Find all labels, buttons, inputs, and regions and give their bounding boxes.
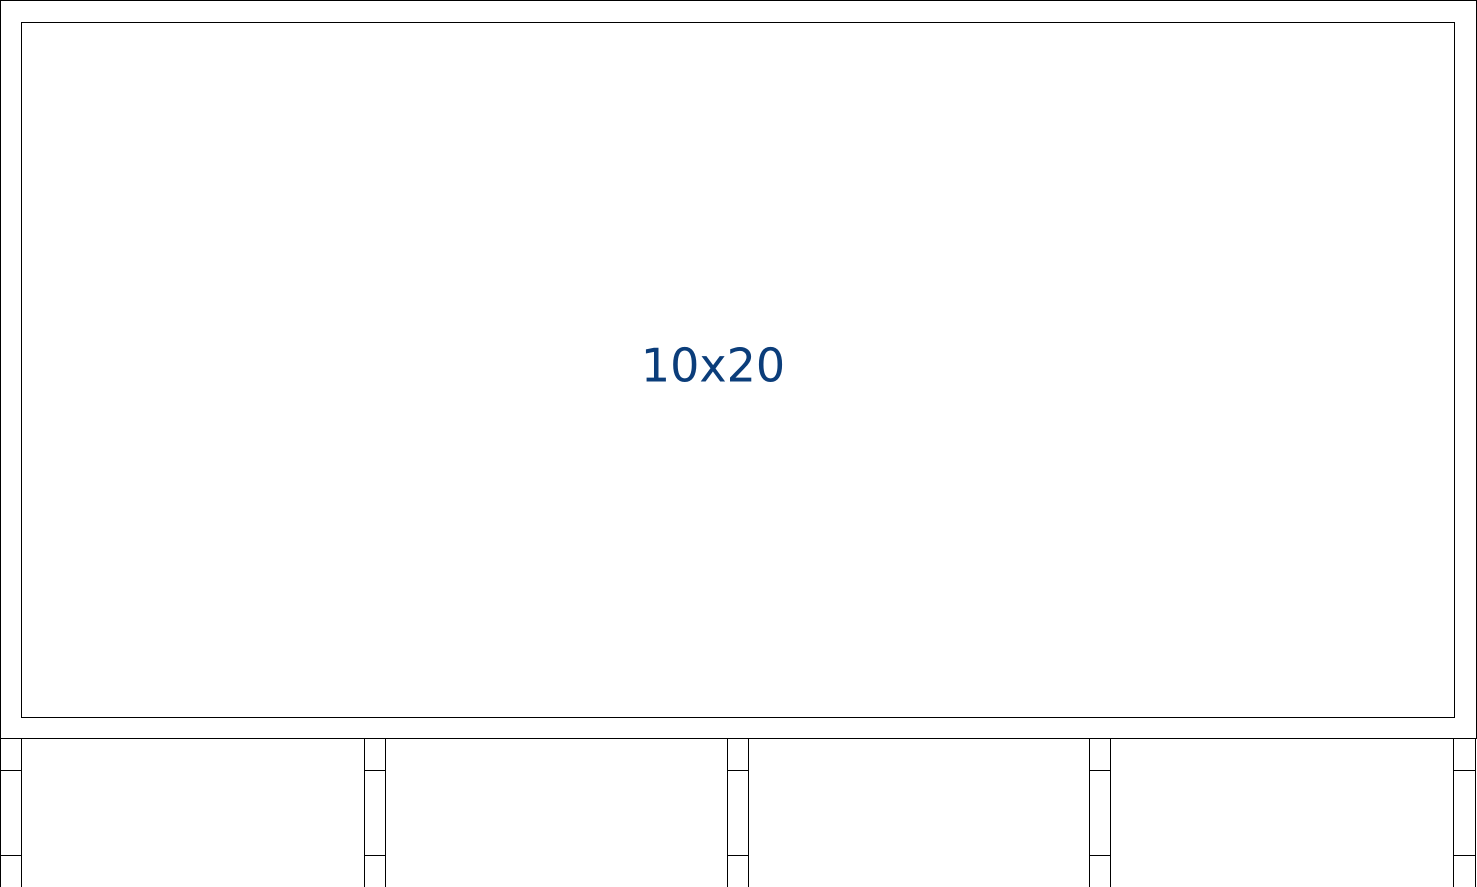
leg-middle-segment bbox=[1089, 770, 1111, 856]
panel-size-label: 10x20 bbox=[641, 339, 785, 393]
leg-top-segment bbox=[364, 738, 386, 771]
support-leg bbox=[1089, 738, 1111, 887]
leg-middle-segment bbox=[1453, 770, 1476, 856]
leg-top-segment bbox=[1453, 738, 1476, 771]
leg-bottom-segment bbox=[1089, 855, 1111, 887]
display-panel bbox=[21, 22, 1455, 718]
leg-top-segment bbox=[1089, 738, 1111, 771]
leg-middle-segment bbox=[727, 770, 749, 856]
leg-middle-segment bbox=[364, 770, 386, 856]
leg-top-segment bbox=[727, 738, 749, 771]
support-legs bbox=[0, 738, 1476, 887]
support-leg bbox=[0, 738, 22, 887]
support-leg bbox=[364, 738, 386, 887]
leg-middle-segment bbox=[0, 770, 22, 856]
leg-bottom-segment bbox=[727, 855, 749, 887]
support-leg bbox=[1453, 738, 1476, 887]
leg-top-segment bbox=[0, 738, 22, 771]
support-leg bbox=[727, 738, 749, 887]
leg-bottom-segment bbox=[0, 855, 22, 887]
leg-bottom-segment bbox=[1453, 855, 1476, 887]
leg-bottom-segment bbox=[364, 855, 386, 887]
